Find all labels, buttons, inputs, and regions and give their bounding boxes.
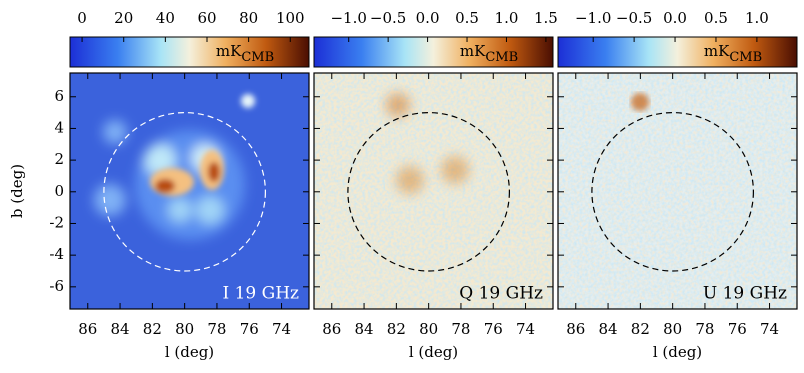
colorbar-tick-label: 0.5: [455, 9, 479, 27]
x-tick-label: 82: [143, 320, 162, 338]
colorbar-label: mKCMB: [704, 42, 762, 65]
plot-frame: [69, 72, 310, 310]
y-tick-label: 0: [54, 182, 64, 200]
colorbar-tick-label: 0.0: [663, 9, 687, 27]
x-tick-label: 84: [599, 320, 618, 338]
colorbar-label-sub: CMB: [729, 50, 762, 65]
colorbar: [313, 36, 554, 68]
y-tick-label: -6: [49, 277, 64, 295]
x-tick-label: 84: [355, 320, 374, 338]
y-tick-label: 6: [54, 87, 64, 105]
colorbar-tick-label: −0.5: [370, 9, 406, 27]
panel-label: I 19 GHz: [222, 284, 299, 304]
colorbar-label-sub: CMB: [485, 50, 518, 65]
colorbar-tick-label: 40: [156, 9, 175, 27]
colorbar-tick-label: 100: [276, 9, 305, 27]
x-tick-label: 78: [451, 320, 470, 338]
x-tick-label: 84: [111, 320, 130, 338]
y-axis-label: b (deg): [8, 164, 26, 218]
x-tick-label: 74: [516, 320, 535, 338]
x-tick-label: 82: [631, 320, 650, 338]
region-circle: [103, 111, 266, 272]
plot-frame: [313, 72, 554, 310]
y-tick-label: -4: [49, 245, 64, 263]
colorbar-tick-label: 0.0: [416, 9, 440, 27]
colorbar-tick-label: 20: [114, 9, 133, 27]
colorbar-label: mKCMB: [216, 42, 274, 65]
y-tick-label: 4: [54, 118, 64, 136]
x-tick-label: 86: [322, 320, 341, 338]
x-axis-label: l (deg): [409, 343, 458, 361]
x-tick-label: 80: [419, 320, 438, 338]
x-tick-label: 78: [695, 320, 714, 338]
map-i: [70, 73, 309, 309]
colorbar-label-main: mK: [216, 42, 242, 60]
x-tick-label: 86: [566, 320, 585, 338]
y-tick-label: 2: [54, 150, 64, 168]
x-tick-label: 74: [760, 320, 779, 338]
colorbar-tick-label: 1.5: [534, 9, 558, 27]
colorbar-tick-label: 1.0: [495, 9, 519, 27]
x-axis-label: l (deg): [653, 343, 702, 361]
map-u: [558, 73, 797, 309]
colorbar-tick-label: −0.5: [616, 9, 652, 27]
colorbar-tick-label: −1.0: [575, 9, 611, 27]
x-tick-label: 80: [663, 320, 682, 338]
y-tick-label: -2: [49, 213, 64, 231]
colorbar-tick-label: 80: [239, 9, 258, 27]
colorbar-label-main: mK: [704, 42, 730, 60]
colorbar-label-main: mK: [460, 42, 486, 60]
plot-frame: [557, 72, 798, 310]
colorbar-tick-label: −1.0: [330, 9, 366, 27]
x-tick-label: 76: [728, 320, 747, 338]
colorbar-tick-label: 0.5: [704, 9, 728, 27]
colorbar-tick-label: 60: [197, 9, 216, 27]
x-tick-label: 74: [272, 320, 291, 338]
region-circle: [591, 111, 754, 272]
colorbar-label: mKCMB: [460, 42, 518, 65]
x-tick-label: 76: [240, 320, 259, 338]
colorbar-tick-label: 1.0: [745, 9, 769, 27]
x-tick-label: 82: [387, 320, 406, 338]
x-axis-label: l (deg): [165, 343, 214, 361]
panel-label: Q 19 GHz: [459, 284, 543, 304]
colorbar: [69, 36, 310, 68]
x-tick-label: 80: [175, 320, 194, 338]
region-circle: [347, 111, 510, 272]
colorbar-tick-label: 0: [77, 9, 87, 27]
x-tick-label: 86: [78, 320, 97, 338]
x-tick-label: 76: [484, 320, 503, 338]
map-q: [314, 73, 553, 309]
panel-label: U 19 GHz: [703, 284, 787, 304]
x-tick-label: 78: [207, 320, 226, 338]
colorbar-label-sub: CMB: [241, 50, 274, 65]
